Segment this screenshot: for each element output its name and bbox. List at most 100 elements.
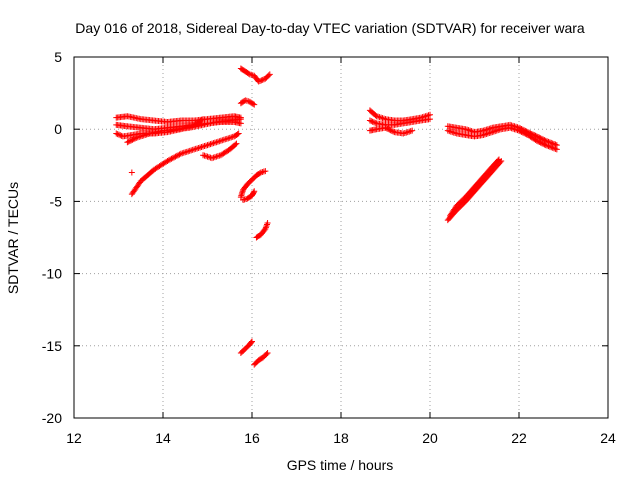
data-point: [548, 144, 555, 151]
data-point: [168, 155, 175, 162]
y-tick-label: -15: [42, 338, 62, 354]
data-point: [262, 225, 269, 232]
series-arc-h: [237, 338, 255, 357]
x-tick-label: 22: [511, 430, 527, 446]
chart-title: Day 016 of 2018, Sidereal Day-to-day VTE…: [75, 20, 585, 36]
data-point: [175, 152, 182, 159]
series-arc-j-mid: [366, 116, 433, 128]
data-point: [427, 116, 433, 123]
data-point: [546, 143, 553, 150]
series-arc-c: [128, 130, 242, 198]
data-point: [250, 189, 257, 196]
data-point: [386, 126, 393, 133]
series-arc-j-upper: [366, 107, 433, 124]
data-point: [237, 116, 244, 123]
data-point: [522, 130, 529, 137]
data-point: [369, 118, 376, 125]
axis-ticks: [73, 56, 609, 419]
data-point: [258, 77, 265, 84]
data-point: [549, 144, 556, 151]
data-point: [113, 130, 120, 137]
data-point: [124, 139, 131, 146]
data-point: [538, 140, 545, 147]
data-point: [518, 128, 525, 135]
data-point: [390, 128, 397, 135]
data-point: [382, 124, 389, 131]
y-tick-label: -20: [42, 410, 62, 426]
data-point: [261, 226, 268, 233]
x-axis-label: GPS time / hours: [287, 457, 394, 473]
x-tick-label: 20: [422, 430, 438, 446]
data-point: [541, 141, 548, 148]
data-point: [372, 119, 379, 126]
x-tick-label: 14: [155, 430, 171, 446]
data-point: [533, 137, 540, 144]
data-point: [387, 127, 394, 134]
data-point: [256, 170, 263, 177]
data-point: [198, 116, 205, 123]
data-point: [542, 142, 549, 149]
data-point: [545, 143, 552, 150]
data-point: [126, 137, 133, 144]
series-arc-k-lower: [444, 124, 560, 153]
data-point: [370, 119, 377, 126]
data-point: [129, 136, 136, 143]
data-point: [519, 129, 526, 136]
data-point: [165, 157, 172, 164]
data-point: [262, 224, 269, 231]
data-point: [128, 137, 135, 144]
data-point: [234, 131, 241, 138]
data-point: [125, 138, 132, 145]
y-tick-labels: 5 0 -5 -10 -15 -20: [42, 49, 62, 426]
data-point: [535, 138, 542, 145]
data-point: [544, 142, 551, 149]
data-point: [540, 140, 547, 147]
data-point: [552, 145, 559, 152]
data-point: [263, 351, 270, 358]
data-point: [259, 76, 266, 83]
data-point: [523, 131, 530, 138]
data-point: [517, 128, 524, 135]
series-arc-f-low: [240, 188, 258, 203]
series-arc-i: [251, 350, 271, 368]
data-point: [368, 118, 375, 125]
data-point: [516, 127, 522, 134]
data-point: [251, 188, 258, 195]
data-point: [255, 78, 262, 85]
y-tick-label: -5: [50, 193, 63, 209]
data-point: [164, 157, 171, 164]
data-point: [132, 135, 139, 142]
data-point: [250, 100, 257, 107]
series-outlier: [128, 169, 135, 176]
data-point: [536, 138, 543, 145]
data-point: [263, 222, 270, 229]
data-point: [495, 157, 502, 164]
data-point: [495, 156, 502, 163]
data-point: [532, 136, 539, 143]
data-point: [130, 136, 137, 143]
data-point: [372, 112, 379, 119]
data-point: [251, 101, 258, 108]
data-point: [249, 338, 255, 345]
x-tick-label: 12: [66, 430, 82, 446]
x-tick-labels: 12 14 16 18 20 22 24: [66, 430, 616, 446]
y-tick-label: 5: [54, 49, 62, 65]
data-point: [385, 125, 392, 132]
series-arc-g: [253, 220, 271, 241]
data-point: [235, 130, 242, 137]
data-point: [366, 117, 373, 124]
data-point: [521, 130, 528, 137]
data-point: [171, 154, 178, 161]
data-point: [167, 156, 174, 163]
data-point: [200, 116, 207, 123]
data-point: [383, 125, 390, 132]
data-point: [248, 339, 255, 346]
data-point: [172, 153, 179, 160]
x-tick-label: 16: [244, 430, 260, 446]
series-arc-b: [124, 116, 244, 146]
grid-lines: [74, 57, 608, 418]
data-point: [264, 221, 271, 228]
data-point: [551, 145, 558, 152]
data-point: [262, 168, 269, 175]
